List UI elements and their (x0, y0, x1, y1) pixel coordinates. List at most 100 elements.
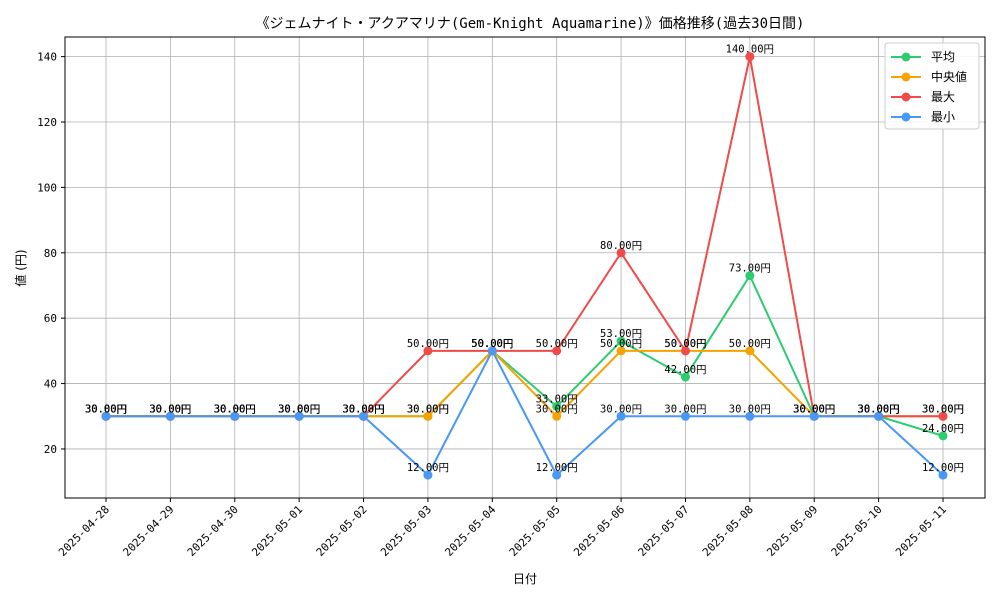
data-label: 30.00円 (600, 403, 642, 415)
data-point (938, 411, 948, 421)
data-label: 30.00円 (278, 403, 320, 415)
x-tick-label: 2025-05-01 (249, 503, 305, 559)
data-label: 30.00円 (793, 403, 835, 415)
data-label: 30.00円 (407, 403, 449, 415)
data-label: 12.00円 (536, 462, 578, 474)
data-point (745, 411, 755, 421)
data-point (552, 411, 562, 421)
series-layer (101, 52, 948, 480)
legend-label: 中央値 (931, 69, 967, 84)
data-point (616, 248, 626, 258)
data-label: 30.00円 (858, 403, 900, 415)
data-label: 30.00円 (729, 403, 771, 415)
data-label: 30.00円 (342, 403, 384, 415)
x-tick-label: 2025-05-08 (700, 503, 756, 559)
x-tick-label: 2025-05-10 (829, 503, 885, 559)
x-tick-label: 2025-05-11 (893, 503, 949, 559)
y-tick-label: 20 (44, 443, 57, 456)
data-point (616, 346, 626, 356)
data-point (680, 411, 690, 421)
data-point (680, 372, 690, 382)
data-point (423, 411, 433, 421)
x-tick-label: 2025-04-30 (185, 503, 241, 559)
data-label: 30.00円 (278, 403, 320, 415)
data-point (230, 411, 240, 421)
x-axis-ticks: 2025-04-28 2025-04-29 2025-04-30 2025-05-01… (56, 498, 949, 559)
data-point (745, 346, 755, 356)
x-tick-label: 2025-04-28 (56, 503, 112, 559)
data-label: 50.00円 (471, 338, 513, 350)
x-tick-label: 2025-05-02 (314, 503, 370, 559)
data-label: 30.00円 (149, 403, 191, 415)
data-label: 50.00円 (471, 338, 513, 350)
y-axis-ticks: 20 40 60 80 100 120 140 (37, 51, 65, 456)
data-label: 30.00円 (407, 403, 449, 415)
data-label: 30.00円 (793, 403, 835, 415)
data-label: 73.00円 (729, 263, 771, 275)
data-label: 30.00円 (149, 403, 191, 415)
data-label: 30.00円 (214, 403, 256, 415)
x-tick-label: 2025-05-07 (636, 503, 692, 559)
data-label: 30.00円 (342, 403, 384, 415)
series-line-2 (106, 55, 943, 418)
data-label: 30.00円 (214, 403, 256, 415)
data-label: 30.00円 (664, 403, 706, 415)
legend-marker (901, 72, 911, 82)
data-point (552, 401, 562, 411)
data-label: 30.00円 (536, 403, 578, 415)
x-tick-label: 2025-05-09 (764, 503, 820, 559)
data-point (552, 346, 562, 356)
data-label: 30.00円 (342, 403, 384, 415)
data-label: 12.00円 (922, 462, 964, 474)
data-point (165, 411, 175, 421)
legend-marker (901, 52, 911, 62)
chart-title: 《ジェムナイト・アクアマリナ(Gem-Knight Aquamarine)》価格… (256, 16, 805, 32)
data-label: 50.00円 (471, 338, 513, 350)
x-tick-label: 2025-05-05 (507, 503, 563, 559)
data-label: 24.00円 (922, 423, 964, 435)
y-tick-label: 140 (37, 51, 57, 64)
data-labels: 30.00円 30.00円 30.00円 30.00円 30.00円 30.00円 50.0… (85, 44, 964, 474)
y-axis-label: 値 (円) (13, 249, 28, 286)
y-tick-label: 80 (44, 247, 57, 260)
data-point (874, 411, 884, 421)
data-label: 30.00円 (342, 403, 384, 415)
data-point (359, 411, 369, 421)
y-tick-label: 60 (44, 312, 57, 325)
plot-area-frame (64, 36, 986, 499)
data-label: 50.00円 (664, 338, 706, 350)
data-point (487, 346, 497, 356)
x-tick-label: 2025-05-06 (571, 503, 627, 559)
data-point (294, 411, 304, 421)
data-point (552, 470, 562, 480)
data-label: 30.00円 (85, 403, 127, 415)
data-point (101, 411, 111, 421)
grid-lines (65, 37, 985, 498)
x-tick-label: 2025-05-04 (442, 503, 498, 559)
data-label: 50.00円 (407, 338, 449, 350)
data-label: 30.00円 (85, 403, 127, 415)
data-label: 30.00円 (278, 403, 320, 415)
data-label: 30.00円 (793, 403, 835, 415)
data-label: 12.00円 (407, 462, 449, 474)
data-point (423, 470, 433, 480)
data-point (423, 346, 433, 356)
x-tick-label: 2025-05-03 (378, 503, 434, 559)
data-label: 50.00円 (600, 338, 642, 350)
data-label: 30.00円 (858, 403, 900, 415)
data-label: 50.00円 (536, 338, 578, 350)
data-point (938, 431, 948, 441)
data-label: 30.00円 (793, 403, 835, 415)
data-label: 30.00円 (858, 403, 900, 415)
x-tick-label: 2025-04-29 (120, 503, 176, 559)
data-label: 30.00円 (214, 403, 256, 415)
y-tick-label: 40 (44, 378, 57, 391)
data-label: 30.00円 (922, 403, 964, 415)
data-label: 50.00円 (664, 338, 706, 350)
legend-box (884, 42, 980, 130)
data-label: 50.00円 (729, 338, 771, 350)
data-point (745, 52, 755, 62)
legend-marker (901, 112, 911, 122)
